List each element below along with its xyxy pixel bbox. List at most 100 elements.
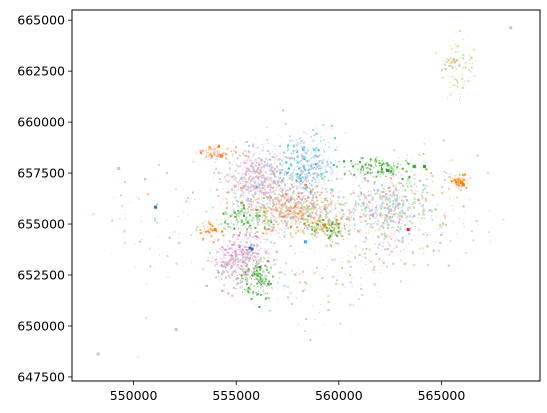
building-point — [443, 170, 446, 173]
building-point — [332, 227, 334, 228]
building-point — [312, 226, 315, 229]
building-point — [285, 197, 288, 200]
building-point — [297, 144, 299, 146]
building-point — [369, 172, 372, 175]
building-point — [393, 149, 396, 152]
building-point — [124, 181, 127, 184]
building-point — [470, 63, 471, 65]
building-point — [462, 86, 465, 89]
building-point — [418, 213, 421, 216]
building-point — [370, 160, 371, 162]
building-point — [250, 165, 253, 167]
building-point — [320, 174, 322, 176]
building-point — [249, 227, 252, 230]
building-point — [230, 215, 233, 218]
building-point — [270, 168, 272, 170]
building-point — [270, 217, 272, 219]
building-point — [295, 220, 298, 223]
building-point — [268, 253, 271, 256]
building-point — [271, 180, 273, 182]
building-point — [213, 236, 215, 238]
building-point — [239, 268, 241, 269]
building-point — [328, 142, 330, 144]
building-point — [339, 292, 340, 294]
building-point — [361, 202, 364, 205]
building-point — [209, 229, 211, 231]
building-point — [403, 195, 406, 198]
building-point — [293, 182, 295, 184]
building-point — [282, 155, 284, 157]
building-point — [305, 180, 308, 182]
building-point — [462, 205, 465, 208]
building-point — [300, 136, 301, 138]
building-point — [426, 263, 429, 266]
building-point — [455, 175, 457, 177]
building-point — [248, 177, 251, 180]
building-point — [300, 169, 303, 172]
building-point — [229, 150, 231, 152]
building-point — [367, 206, 369, 208]
building-point — [426, 174, 428, 176]
building-point — [266, 202, 269, 205]
building-point — [234, 148, 236, 150]
building-point — [245, 268, 248, 271]
building-point — [255, 205, 258, 208]
building-point — [302, 141, 305, 144]
building-point — [354, 253, 356, 255]
building-point — [335, 202, 337, 204]
building-point — [363, 177, 366, 180]
building-point — [314, 163, 317, 166]
building-point — [227, 275, 230, 278]
building-point — [233, 186, 236, 189]
building-point — [440, 69, 443, 72]
building-point — [387, 220, 389, 222]
building-point — [205, 210, 208, 213]
building-point — [233, 149, 236, 152]
building-point — [328, 203, 331, 206]
building-point — [367, 190, 369, 192]
building-point — [340, 217, 343, 220]
building-point — [284, 214, 287, 217]
building-point — [241, 200, 243, 202]
accent-point — [250, 247, 254, 251]
building-point — [292, 190, 295, 193]
building-point — [355, 201, 357, 203]
building-point — [444, 212, 446, 214]
building-point — [274, 153, 275, 155]
building-point — [282, 192, 284, 194]
building-point — [375, 221, 376, 223]
building-point — [300, 146, 302, 148]
building-point — [249, 283, 251, 285]
building-point — [379, 198, 381, 200]
building-point — [223, 227, 226, 230]
building-point — [260, 273, 262, 276]
building-point — [278, 177, 281, 179]
building-point — [266, 203, 268, 205]
accent-point — [459, 181, 463, 185]
building-point — [242, 204, 245, 207]
building-point — [410, 185, 412, 188]
building-point — [323, 182, 325, 184]
building-point — [455, 181, 458, 183]
building-point — [314, 206, 317, 209]
building-point — [239, 254, 241, 256]
building-point — [196, 235, 198, 237]
building-point — [280, 199, 283, 202]
building-point — [316, 266, 319, 269]
building-point — [401, 209, 404, 212]
building-point — [278, 158, 281, 161]
building-point — [206, 226, 208, 228]
building-point — [360, 288, 363, 290]
building-point — [316, 203, 319, 206]
building-point — [240, 274, 243, 277]
building-point — [422, 184, 425, 187]
building-point — [239, 261, 241, 263]
building-point — [328, 205, 330, 207]
building-point — [399, 182, 401, 183]
building-point — [462, 177, 464, 179]
building-point — [251, 162, 254, 165]
building-point — [398, 192, 399, 194]
building-point — [252, 200, 254, 202]
building-point — [421, 194, 424, 197]
building-point — [417, 227, 419, 229]
